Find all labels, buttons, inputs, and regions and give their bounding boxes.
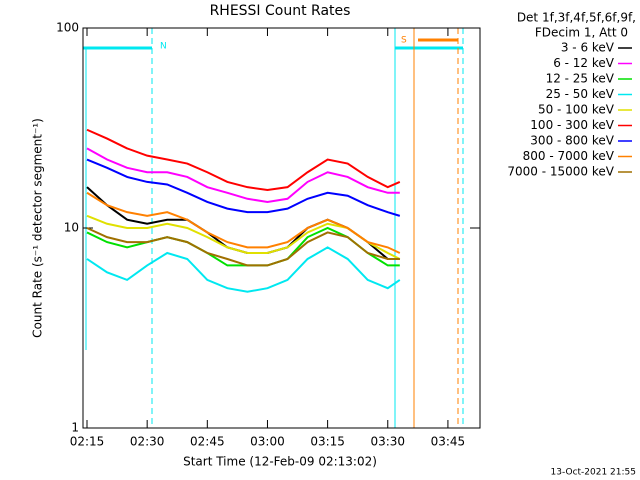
y-tick-label: 1 — [71, 421, 79, 435]
legend-header: FDecim 1, Att 0 — [535, 26, 628, 40]
y-tick-label: 100 — [56, 21, 79, 35]
series-line — [86, 246, 401, 293]
markers: N S — [83, 28, 464, 428]
x-tick-label: 03:15 — [310, 435, 345, 449]
x-tick-label: 03:30 — [370, 435, 405, 449]
series-line — [86, 191, 401, 254]
y-axis-label: Count Rate (s⁻¹ detector segment⁻¹) — [31, 118, 45, 338]
series-line — [86, 128, 401, 191]
legend-label: 100 - 300 keV — [530, 118, 614, 132]
series-line — [86, 158, 401, 217]
series-line — [86, 147, 400, 203]
x-axis-label: Start Time (12-Feb-09 02:13:02) — [183, 455, 377, 469]
legend-header: Det 1f,3f,4f,5f,6f,9f, — [517, 11, 636, 25]
chart-title: RHESSI Count Rates — [210, 3, 351, 19]
legend-label: 25 - 50 keV — [546, 87, 615, 101]
footer: 13-Oct-2021 21:55 — [551, 468, 636, 478]
annotation: S — [401, 36, 407, 46]
x-tick-label: 02:30 — [130, 435, 165, 449]
legend-label: 6 - 12 keV — [553, 56, 615, 70]
x-tick-label: 02:45 — [190, 435, 225, 449]
x-tick-label: 02:15 — [70, 435, 105, 449]
legend-label: 50 - 100 keV — [538, 103, 615, 117]
y-tick-label: 10 — [64, 221, 79, 235]
legend-label: 3 - 6 keV — [561, 41, 615, 55]
legend-label: 7000 - 15000 keV — [507, 165, 614, 179]
x-tick-label: 03:45 — [431, 435, 466, 449]
series-line — [86, 227, 400, 267]
legend-label: 300 - 800 keV — [530, 134, 614, 148]
legend-label: 800 - 7000 keV — [523, 149, 615, 163]
legend-label: 12 - 25 keV — [546, 72, 615, 86]
x-tick-label: 03:00 — [250, 435, 285, 449]
annotation: N — [160, 42, 167, 52]
